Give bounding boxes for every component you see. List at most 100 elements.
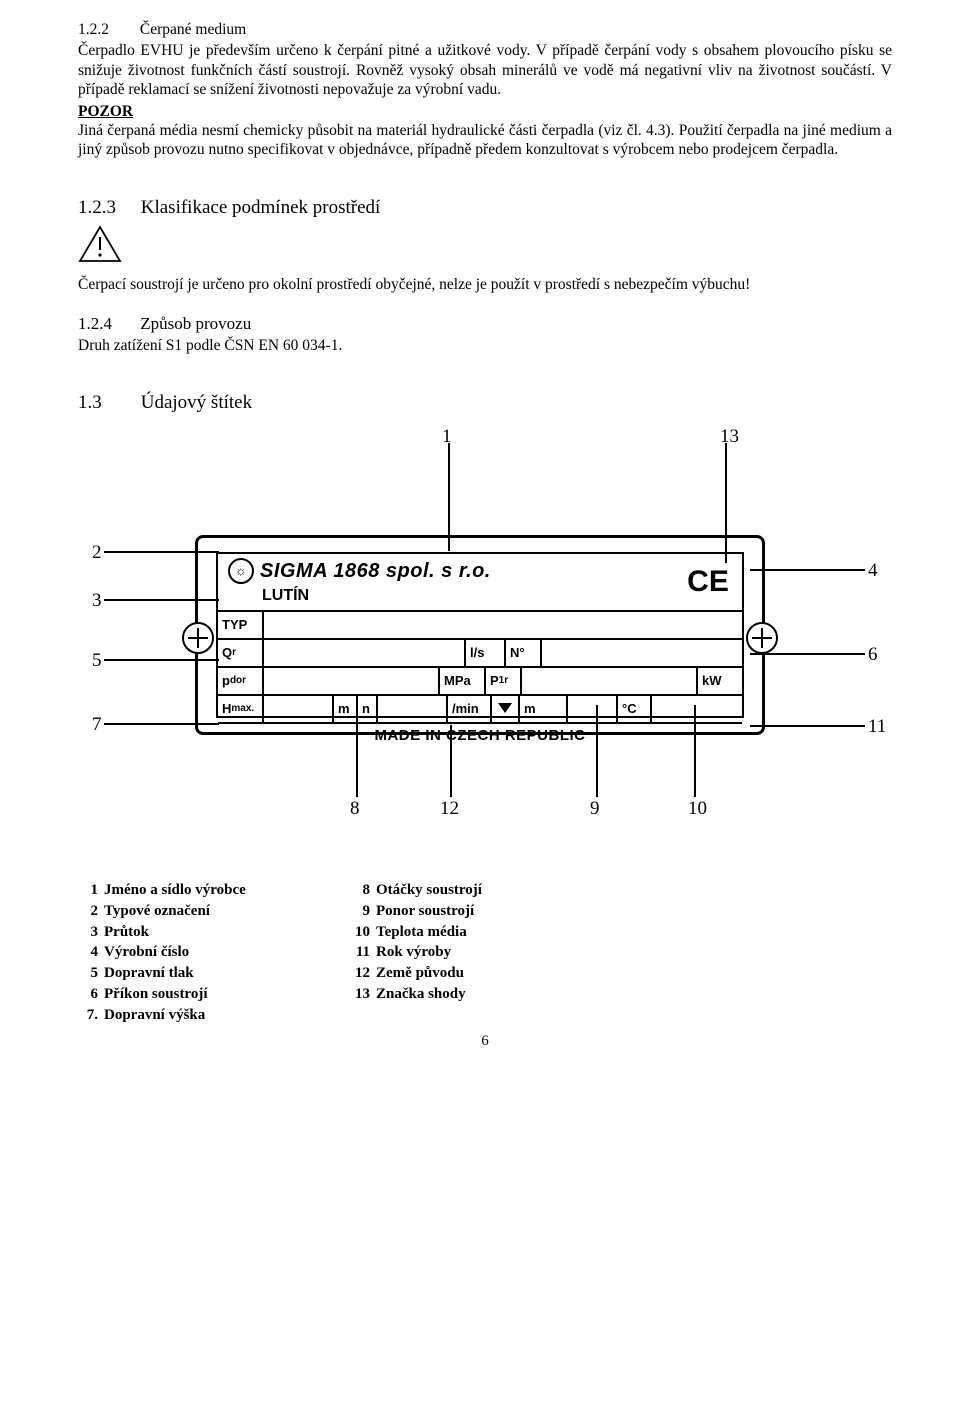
legend-table: 1Jméno a sídlo výrobce8Otáčky soustrojí 2… [82,879,488,1026]
heading-1-2-2: 1.2.2 Čerpané medium [78,20,892,39]
legend-row: 7.Dopravní výška [84,1006,486,1025]
legend-row: 5Dopravní tlak12Země původu [84,964,486,983]
plate-p1r-value [522,668,698,694]
legend-num: 5 [84,964,102,983]
page-number: 6 [78,1032,892,1051]
callout-9: 9 [590,797,600,821]
plate-n-label: N° [506,640,542,666]
plate-hmax-value [264,696,334,722]
plate-mpa-unit: MPa [440,668,486,694]
legend-text: Typové označení [104,902,314,921]
warning-triangle-icon [78,225,122,263]
screw-hole-icon [746,622,778,654]
legend-text: Jméno a sídlo výrobce [104,881,314,900]
heading-num: 1.2.2 [78,20,136,39]
legend-row: 3Průtok10Teplota média [84,923,486,942]
plate-ponor-icon [492,696,520,722]
plate-kw-unit: kW [698,668,742,694]
plate-hmax-label: Hmax. [218,696,264,722]
heading-1-2-4: 1.2.4 Způsob provozu [78,313,892,334]
legend-num: 12 [316,964,374,983]
legend-text: Ponor soustrojí [376,902,486,921]
callout-1: 1 [442,425,452,449]
callout-10: 10 [688,797,707,821]
screw-hole-icon [182,622,214,654]
paragraph: Čerpadlo EVHU je především určeno k čerp… [78,41,892,99]
legend-text: Výrobní číslo [104,943,314,962]
callout-6: 6 [868,643,878,667]
plate-p1r-label: P1r [486,668,522,694]
plate-made-in: MADE IN CZECH REPUBLIC [218,724,742,748]
plate-m-unit: m [334,696,358,722]
legend-text: Průtok [104,923,314,942]
heading-title: Údajový štítek [141,392,252,413]
legend-num: 4 [84,943,102,962]
callout-5: 5 [92,649,102,673]
legend-num: 3 [84,923,102,942]
plate-n2-value [378,696,448,722]
legend-text: Teplota média [376,923,486,942]
legend-text: Dopravní výška [104,1006,314,1025]
legend-num [316,1006,374,1025]
plate-qr-value [264,640,466,666]
pozor-label: POZOR [78,102,892,121]
paragraph: Čerpací soustrojí je určeno pro okolní p… [78,275,892,294]
callout-3: 3 [92,589,102,613]
heading-num: 1.2.3 [78,196,136,220]
legend-row: 6Příkon soustrojí13Značka shody [84,985,486,1004]
heading-title: Způsob provozu [140,314,251,333]
legend-row: 1Jméno a sídlo výrobce8Otáčky soustrojí [84,881,486,900]
legend-num: 1 [84,881,102,900]
callout-12: 12 [440,797,459,821]
ce-mark-icon: CE [687,563,729,601]
plate-permin-unit: /min [448,696,492,722]
legend-num: 8 [316,881,374,900]
heading-num: 1.2.4 [78,313,136,334]
legend-text: Značka shody [376,985,486,1004]
legend-num: 2 [84,902,102,921]
legend-text [376,1006,486,1025]
heading-title: Klasifikace podmínek prostředí [141,197,381,218]
legend-text: Rok výroby [376,943,486,962]
plate-brand: SIGMA 1868 spol. s r.o. [260,559,491,584]
legend-num: 7. [84,1006,102,1025]
legend-num: 6 [84,985,102,1004]
legend-row: 2Typové označení9Ponor soustrojí [84,902,486,921]
nameplate-diagram: 1 13 2 3 4 5 6 7 11 8 12 9 10 ☼ SIGMA 18… [80,425,890,825]
callout-11: 11 [868,715,886,739]
legend-num: 10 [316,923,374,942]
plate-typ-label: TYP [218,612,264,638]
plate-temp-value [568,696,618,722]
legend-num: 13 [316,985,374,1004]
callout-7: 7 [92,713,102,737]
heading-num: 1.3 [78,391,136,415]
plate-typ-value [264,612,742,638]
callout-8: 8 [350,797,360,821]
legend-text: Otáčky soustrojí [376,881,486,900]
callout-4: 4 [868,559,878,583]
plate-degc-unit: °C [618,696,652,722]
plate-year-value [652,696,742,722]
plate-pdor-label: pdor [218,668,264,694]
heading-title: Čerpané medium [140,21,246,38]
plate-m2-unit: m [520,696,568,722]
heading-1-2-3: 1.2.3 Klasifikace podmínek prostředí [78,196,892,220]
plate-n2-label: n [358,696,378,722]
heading-1-3: 1.3 Údajový štítek [78,391,892,415]
legend-num: 9 [316,902,374,921]
legend-text: Země původu [376,964,486,983]
paragraph: Jiná čerpaná média nesmí chemicky působi… [78,121,892,160]
legend-text: Příkon soustrojí [104,985,314,1004]
plate-city: LUTÍN [224,586,668,610]
plate-ls-unit: l/s [466,640,506,666]
legend-num: 11 [316,943,374,962]
plate-n-value [542,640,742,666]
sigma-logo-icon: ☼ [228,558,254,584]
plate-pdor-value [264,668,440,694]
callout-2: 2 [92,541,102,565]
paragraph: Druh zatížení S1 podle ČSN EN 60 034-1. [78,336,892,355]
legend-text: Dopravní tlak [104,964,314,983]
plate-qr-label: Qr [218,640,264,666]
legend-row: 4Výrobní číslo11Rok výroby [84,943,486,962]
callout-13: 13 [720,425,739,449]
